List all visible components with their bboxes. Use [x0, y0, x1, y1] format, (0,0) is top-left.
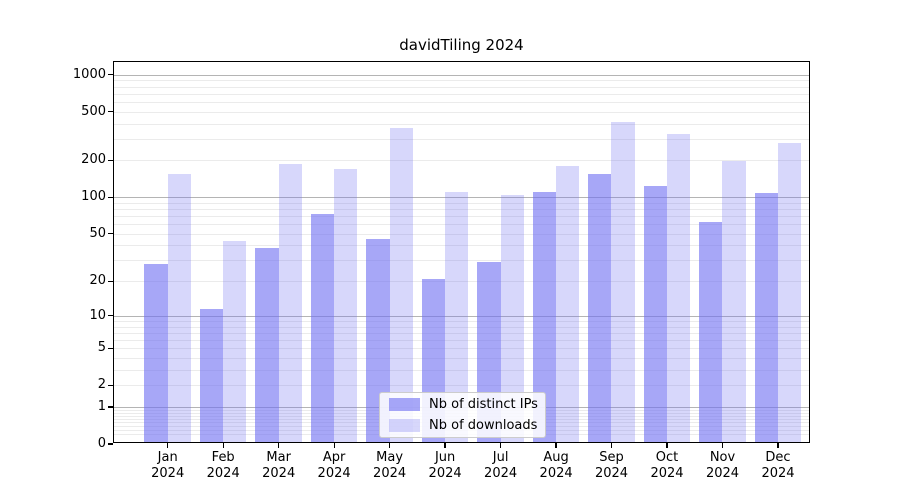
y-axis-tick [107, 443, 113, 445]
bar-distinct-ips [643, 185, 667, 442]
legend-label-distinct-ips: Nb of distinct IPs [429, 397, 538, 412]
y-axis-tick [107, 384, 113, 386]
x-axis-tick [610, 443, 613, 449]
bar-downloads [556, 165, 580, 442]
y-axis-tick [107, 315, 113, 317]
bar-downloads [223, 240, 247, 442]
x-axis-tick [222, 443, 224, 449]
y-axis-tick [107, 73, 113, 76]
bar-downloads [666, 134, 691, 442]
bar-group-aug [532, 62, 580, 442]
bar-group-jun [421, 62, 469, 442]
y-axis-tick-label: 2 [97, 377, 106, 393]
x-axis-tick [777, 443, 779, 449]
y-axis-tick-label: 10 [89, 307, 106, 323]
y-axis-tick-label: 5 [97, 340, 106, 356]
y-axis-tick-label: 100 [81, 189, 106, 205]
bar-downloads [611, 121, 635, 442]
y-axis-tick [107, 347, 113, 349]
legend-item-downloads: Nb of downloads [389, 416, 545, 435]
x-axis-tick-label: Aug 2024 [539, 450, 573, 481]
bar-distinct-ips [699, 222, 723, 442]
x-axis-tick-label: Oct 2024 [650, 450, 684, 481]
bar-distinct-ips [366, 238, 390, 442]
bar-downloads [167, 173, 191, 442]
bar-distinct-ips [754, 192, 778, 442]
x-axis-tick-label: Jan 2024 [151, 450, 185, 481]
bar-downloads [500, 195, 524, 442]
x-axis-tick-label: Sep 2024 [594, 450, 629, 481]
plot-area: 1000 500 200 100 50 20 10 5 2 1 0 Jan 2024 Feb 2024 Mar… [73, 61, 810, 481]
y-axis-tick [107, 280, 113, 282]
x-axis-tick-label: Jun 2024 [428, 450, 462, 481]
bar-downloads [777, 142, 802, 442]
bar-group-jul [477, 62, 524, 442]
bar-distinct-ips [588, 173, 612, 442]
x-axis-tick-label: Jul 2024 [484, 450, 518, 481]
x-axis-tick [666, 443, 668, 449]
bar-group-sep [588, 62, 635, 442]
y-axis-tick-label: 1 [97, 398, 106, 414]
y-axis-tick-label: 200 [81, 152, 106, 168]
y-axis-tick [107, 196, 113, 198]
bar-distinct-ips [255, 247, 279, 442]
x-axis-tick-label: Mar 2024 [262, 450, 296, 481]
bar-group-dec [754, 62, 802, 442]
x-axis-tick-label: Apr 2024 [317, 450, 351, 481]
x-axis-tick-label: Dec 2024 [761, 450, 795, 481]
bar-group-feb [199, 62, 247, 442]
y-axis-tick-label: 0 [97, 436, 106, 451]
x-axis-tick [278, 443, 280, 449]
bar-downloads [389, 127, 413, 442]
y-axis-tick [107, 111, 113, 113]
x-axis-tick [167, 443, 169, 449]
y-axis-tick-label: 20 [89, 273, 106, 289]
bar-distinct-ips [532, 191, 557, 442]
y-axis-tick [107, 159, 113, 162]
x-axis-tick [721, 443, 724, 449]
y-axis-tick [107, 233, 113, 235]
bar-distinct-ips [144, 263, 168, 442]
legend-swatch-downloads [389, 419, 420, 432]
bar-group-apr [310, 62, 358, 442]
bar-downloads [445, 191, 469, 442]
bar-distinct-ips [199, 309, 224, 442]
chart-title: davidTiling 2024 [399, 36, 524, 54]
y-axis-tick-label: 1000 [72, 66, 106, 82]
bar-group-jan [144, 62, 191, 442]
x-axis-tick-label: May 2024 [373, 450, 407, 481]
bar-distinct-ips [310, 214, 335, 442]
bar-group-nov [699, 62, 746, 442]
x-axis-tick-label: Nov 2024 [705, 450, 740, 481]
x-axis-tick [444, 443, 446, 449]
y-axis-tick-label: 50 [89, 225, 106, 241]
bar-downloads [722, 161, 746, 442]
legend: Nb of distinct IPs Nb of downloads [379, 392, 546, 438]
bar-downloads [334, 168, 358, 442]
x-axis-tick [389, 443, 391, 449]
x-axis-tick [555, 443, 557, 449]
legend-label-downloads: Nb of downloads [429, 418, 538, 433]
legend-swatch-distinct-ips [389, 398, 420, 411]
x-axis-tick [499, 443, 502, 449]
bar-group-may [366, 62, 413, 442]
bar-group-oct [643, 62, 691, 442]
bar-downloads [278, 164, 302, 442]
legend-item-distinct-ips: Nb of distinct IPs [389, 395, 545, 414]
x-axis-tick-label: Feb 2024 [206, 450, 240, 481]
x-axis-tick [333, 443, 335, 449]
y-axis-tick-label: 500 [81, 103, 106, 119]
y-axis-tick [107, 406, 113, 408]
bar-group-mar [255, 62, 302, 442]
